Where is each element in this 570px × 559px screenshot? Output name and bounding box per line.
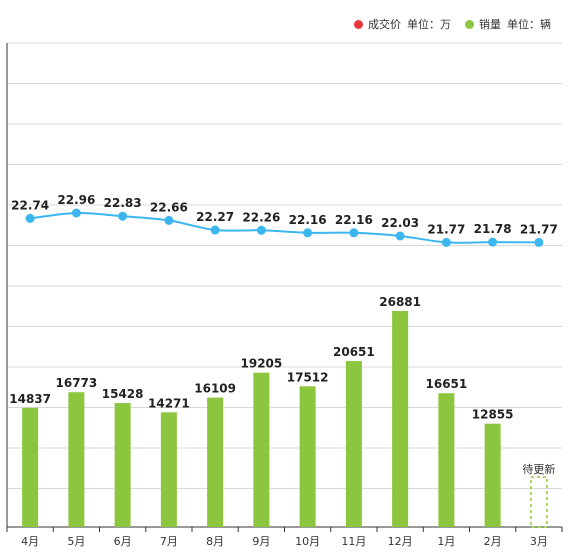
bar bbox=[68, 392, 85, 527]
price-value-label: 22.66 bbox=[150, 200, 188, 214]
price-value-label: 22.83 bbox=[104, 196, 142, 210]
x-tick-label: 11月 bbox=[341, 535, 366, 548]
x-tick-label: 8月 bbox=[206, 535, 224, 548]
bar bbox=[438, 393, 455, 527]
x-tick-label: 10月 bbox=[295, 535, 320, 548]
x-tick-label: 1月 bbox=[437, 535, 455, 548]
bar-value-label: 20651 bbox=[333, 345, 375, 359]
price-point bbox=[164, 215, 174, 225]
price-value-label: 22.03 bbox=[381, 216, 419, 230]
bar bbox=[22, 407, 39, 527]
bar-value-label: 16651 bbox=[426, 377, 468, 391]
bar bbox=[345, 361, 362, 527]
legend-item-sales[interactable]: 销量 单位：辆 bbox=[465, 16, 551, 32]
x-tick-label: 3月 bbox=[530, 535, 548, 548]
price-point bbox=[25, 213, 35, 223]
price-point bbox=[534, 237, 544, 247]
bar bbox=[114, 403, 131, 527]
chart-legend: 成交价 单位：万 销量 单位：辆 bbox=[354, 14, 565, 34]
price-point bbox=[349, 228, 359, 238]
price-value-label: 22.96 bbox=[57, 193, 95, 207]
price-point bbox=[488, 237, 498, 247]
price-point bbox=[118, 211, 128, 221]
sales-legend-unit: 单位：辆 bbox=[507, 18, 551, 31]
price-legend-dot bbox=[354, 19, 363, 29]
price-value-label: 22.27 bbox=[196, 210, 234, 224]
price-value-label: 21.77 bbox=[427, 222, 465, 236]
price-value-label: 22.26 bbox=[242, 210, 280, 224]
x-tick-label: 2月 bbox=[484, 535, 502, 548]
sales-legend-dot bbox=[465, 19, 474, 29]
price-point bbox=[210, 225, 220, 235]
bar-annotation: 待更新 bbox=[522, 462, 555, 476]
price-value-label: 21.77 bbox=[520, 222, 558, 236]
price-point bbox=[71, 208, 81, 218]
x-tick-label: 9月 bbox=[252, 535, 270, 548]
legend-item-price[interactable]: 成交价 单位：万 bbox=[354, 16, 451, 32]
price-value-label: 22.74 bbox=[11, 198, 49, 212]
bar-value-label: 12855 bbox=[472, 408, 514, 422]
sales-legend-label: 销量 bbox=[479, 18, 501, 31]
bar bbox=[207, 397, 224, 527]
x-tick-label: 4月 bbox=[21, 535, 39, 548]
price-point bbox=[441, 237, 451, 247]
price-legend-label: 成交价 bbox=[368, 18, 401, 31]
price-point bbox=[395, 231, 405, 241]
price-value-label: 22.16 bbox=[289, 213, 327, 227]
bar bbox=[253, 372, 270, 527]
price-point bbox=[256, 225, 266, 235]
price-legend-unit: 单位：万 bbox=[407, 18, 451, 31]
bar-value-label: 17512 bbox=[287, 370, 329, 384]
bar bbox=[392, 311, 409, 527]
price-value-label: 21.78 bbox=[474, 222, 512, 236]
bar-value-label: 15428 bbox=[102, 387, 144, 401]
bar-value-label: 14271 bbox=[148, 396, 190, 410]
bar-value-label: 14837 bbox=[9, 392, 51, 406]
bar-value-label: 19205 bbox=[241, 357, 283, 371]
bar bbox=[299, 386, 316, 527]
bar-value-label: 26881 bbox=[379, 295, 421, 309]
x-tick-label: 6月 bbox=[114, 535, 132, 548]
bar-value-label: 16109 bbox=[194, 382, 236, 396]
x-tick-label: 12月 bbox=[388, 535, 413, 548]
price-value-label: 22.16 bbox=[335, 213, 373, 227]
price-point bbox=[303, 228, 313, 238]
bar bbox=[484, 423, 501, 527]
x-tick-label: 5月 bbox=[67, 535, 85, 548]
bar bbox=[160, 412, 177, 527]
bar-value-label: 16773 bbox=[56, 376, 98, 390]
bar-placeholder bbox=[530, 476, 548, 528]
x-tick-label: 7月 bbox=[160, 535, 178, 548]
